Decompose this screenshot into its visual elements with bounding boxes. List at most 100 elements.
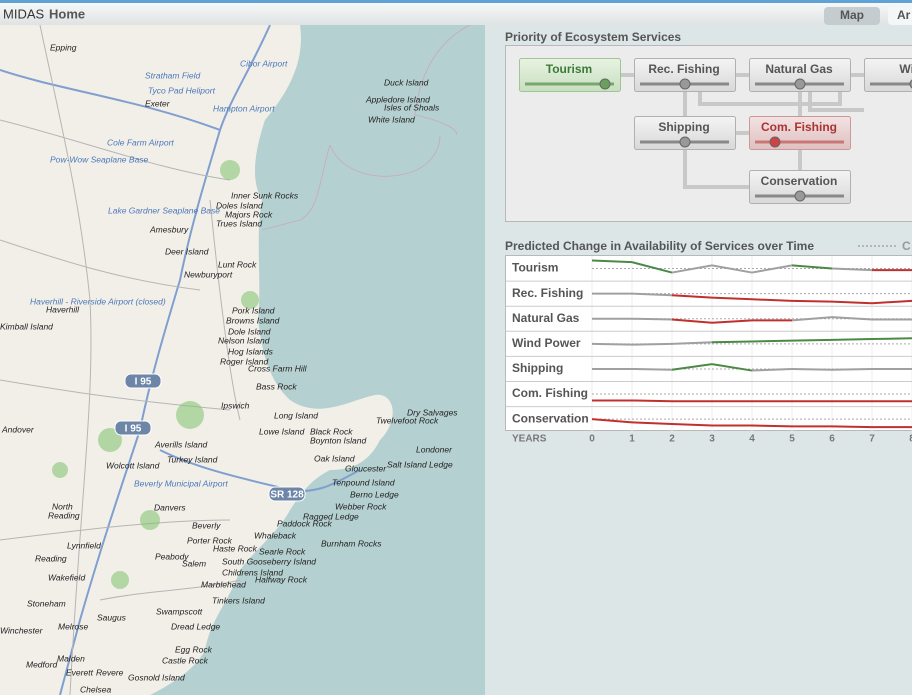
home-link[interactable]: Home: [49, 6, 85, 21]
row-label: Natural Gas: [512, 311, 580, 325]
slider-knob[interactable]: [769, 136, 781, 148]
service-label: Rec. Fishing: [648, 62, 719, 76]
slider-knob[interactable]: [679, 136, 691, 148]
map-label: Ipswich: [221, 400, 250, 410]
slider-knob[interactable]: [599, 78, 611, 90]
map-label: Isles of Shoals: [384, 102, 440, 112]
slider-knob[interactable]: [794, 190, 806, 202]
trend-segment: [831, 300, 873, 305]
map-label: Cole Farm Airport: [107, 137, 174, 147]
map-label: Marblehead: [201, 579, 246, 589]
row-label: Rec. Fishing: [512, 286, 583, 300]
row-label: Shipping: [512, 361, 563, 375]
tab-active[interactable]: [888, 7, 912, 25]
trend-segment: [831, 338, 873, 341]
map-label: Haverhill: [46, 304, 80, 314]
map-label: Deer Island: [165, 246, 209, 256]
trend-segment: [831, 316, 873, 321]
trend-segment: [631, 317, 673, 321]
trend-segment: [751, 367, 793, 372]
boundaries: [261, 25, 471, 231]
map[interactable]: Epping Stratham Field Cibor Airport Tyco Pa…: [0, 25, 485, 695]
service-label: Conservation: [761, 174, 838, 188]
map-label: Amesbury: [149, 224, 189, 234]
legend-label: C: [902, 239, 911, 253]
trend-segment: [791, 338, 833, 342]
map-label: Exeter: [145, 98, 171, 108]
map-label: Averills Island: [154, 439, 208, 449]
map-label: Berno Ledge: [350, 489, 399, 499]
tab-label: Map: [840, 8, 864, 22]
service-label: Shipping: [658, 120, 709, 134]
map-label: Bass Rock: [256, 381, 297, 391]
map-label: Haste Rock: [213, 543, 258, 553]
slider-knob[interactable]: [794, 78, 806, 90]
map-label: Melrose: [58, 621, 89, 631]
slider-knob[interactable]: [679, 78, 691, 90]
map-label: Gosnold Island: [128, 672, 185, 682]
map-label: Whaleback: [254, 530, 297, 540]
map-label: Stoneham: [27, 598, 66, 608]
map-label: Inner Sunk Rocks: [231, 190, 299, 200]
trend-segment: [671, 264, 713, 274]
trend-segment: [871, 299, 912, 305]
map-label: Revere: [96, 667, 124, 677]
trend-segment: [751, 424, 793, 428]
trend-segment: [791, 316, 833, 322]
section-title: Priority of Ecosystem Services: [505, 30, 681, 44]
x-tick-label: 5: [789, 434, 795, 445]
map-label: Pow-Wow Seaplane Base: [50, 154, 149, 164]
trend-segment: [671, 318, 713, 324]
map-label: Beverly: [192, 520, 221, 530]
map-label: Stratham Field: [145, 70, 201, 80]
map-label: Dry Salvages: [407, 407, 458, 417]
map-label: Chelsea: [80, 684, 111, 694]
map-label: Majors Rock: [225, 209, 273, 219]
map-label: Tinkers Island: [212, 595, 265, 605]
app-name: MIDAS: [3, 6, 45, 21]
map-label: Salem: [182, 558, 206, 568]
map-label: Wolcott Island: [106, 460, 160, 470]
map-label: Ragged Ledge: [303, 511, 359, 521]
map-label: Oak Island: [314, 453, 355, 463]
service-label: Natural Gas: [765, 62, 833, 76]
section-title: Predicted Change in Availability of Serv…: [505, 239, 814, 253]
road-shield: [268, 486, 306, 502]
map-label: Burnham Rocks: [321, 538, 382, 548]
map-label: Danvers: [154, 502, 186, 512]
map-label: Browns Island: [226, 315, 280, 325]
x-tick-label: 7: [869, 434, 875, 445]
x-tick-label: 4: [749, 434, 755, 445]
map-label: Reading: [35, 553, 67, 563]
trend-segment: [631, 367, 673, 371]
trend-segment: [671, 294, 713, 299]
road-shield-label: I 95: [135, 377, 152, 388]
x-tick-label: 3: [709, 434, 715, 445]
trend-segment: [631, 399, 673, 403]
map-label: Kimball Island: [0, 321, 53, 331]
service-label: Wind: [899, 62, 912, 76]
map-label: Gloucester: [345, 463, 387, 473]
trend-segment: [671, 422, 713, 427]
map-label: Lowe Island: [259, 426, 305, 436]
trend-segment: [631, 292, 673, 297]
map-label: Lunt Rock: [218, 259, 257, 269]
x-axis-label: YEARS: [512, 434, 547, 445]
trend-segment: [831, 367, 873, 371]
map-label: Trues Island: [216, 218, 262, 228]
map-label: Egg Rock: [175, 644, 213, 654]
map-label: North: [52, 501, 73, 511]
x-tick-label: 8: [909, 434, 912, 445]
map-label: Everett: [66, 667, 94, 677]
map-label: Childrens Island: [222, 567, 283, 577]
map-label: Andover: [1, 424, 35, 434]
map-label: Salt Island Ledge: [387, 459, 453, 469]
trend-segment: [831, 267, 873, 272]
map-label: Porter Rock: [187, 535, 233, 545]
top-stripe: [0, 0, 912, 3]
tab-map[interactable]: [824, 7, 880, 25]
map-label: Winchester: [0, 625, 44, 635]
row-label: Tourism: [512, 261, 558, 275]
